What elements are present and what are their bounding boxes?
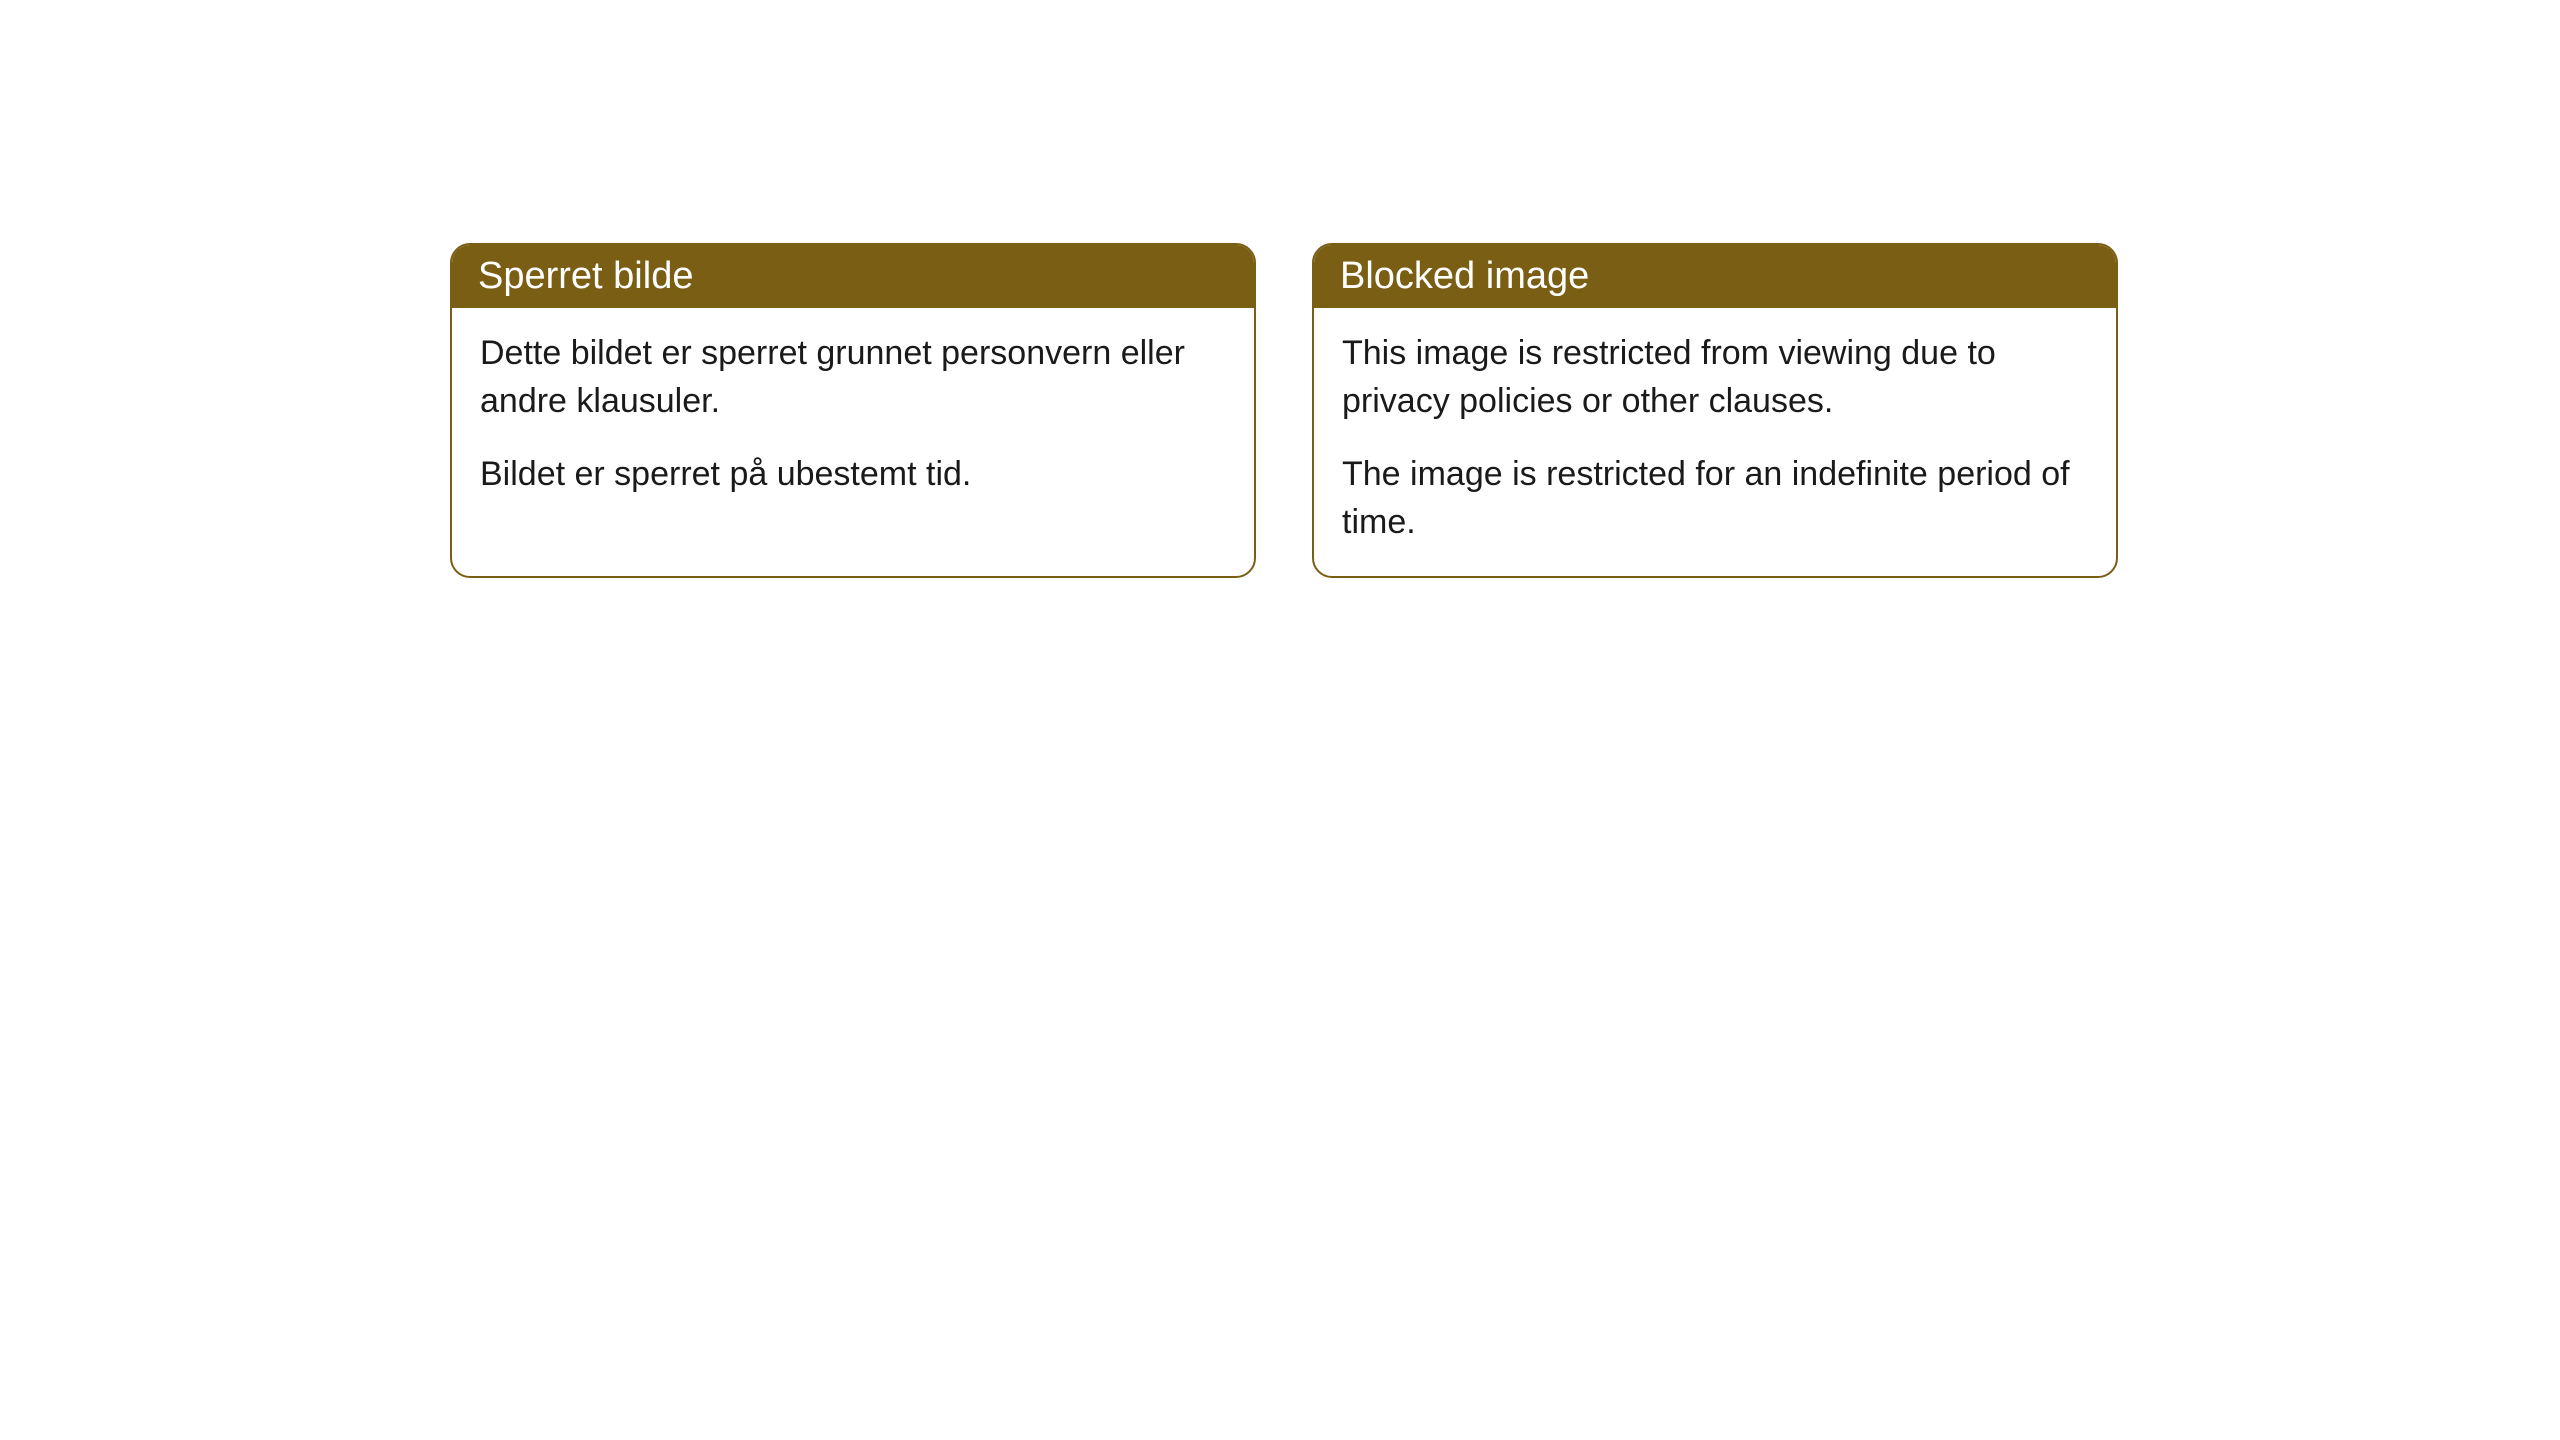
card-paragraph: The image is restricted for an indefinit…: [1342, 451, 2088, 546]
card-paragraph: Dette bildet er sperret grunnet personve…: [480, 330, 1226, 425]
card-header: Blocked image: [1314, 245, 2116, 308]
card-title: Blocked image: [1340, 255, 1589, 297]
card-paragraph: Bildet er sperret på ubestemt tid.: [480, 451, 1226, 499]
card-body: This image is restricted from viewing du…: [1314, 308, 2116, 576]
card-title: Sperret bilde: [478, 255, 693, 297]
notice-cards-container: Sperret bilde Dette bildet er sperret gr…: [450, 243, 2118, 578]
notice-card-english: Blocked image This image is restricted f…: [1312, 243, 2118, 578]
card-paragraph: This image is restricted from viewing du…: [1342, 330, 2088, 425]
card-body: Dette bildet er sperret grunnet personve…: [452, 308, 1254, 529]
notice-card-norwegian: Sperret bilde Dette bildet er sperret gr…: [450, 243, 1256, 578]
card-header: Sperret bilde: [452, 245, 1254, 308]
